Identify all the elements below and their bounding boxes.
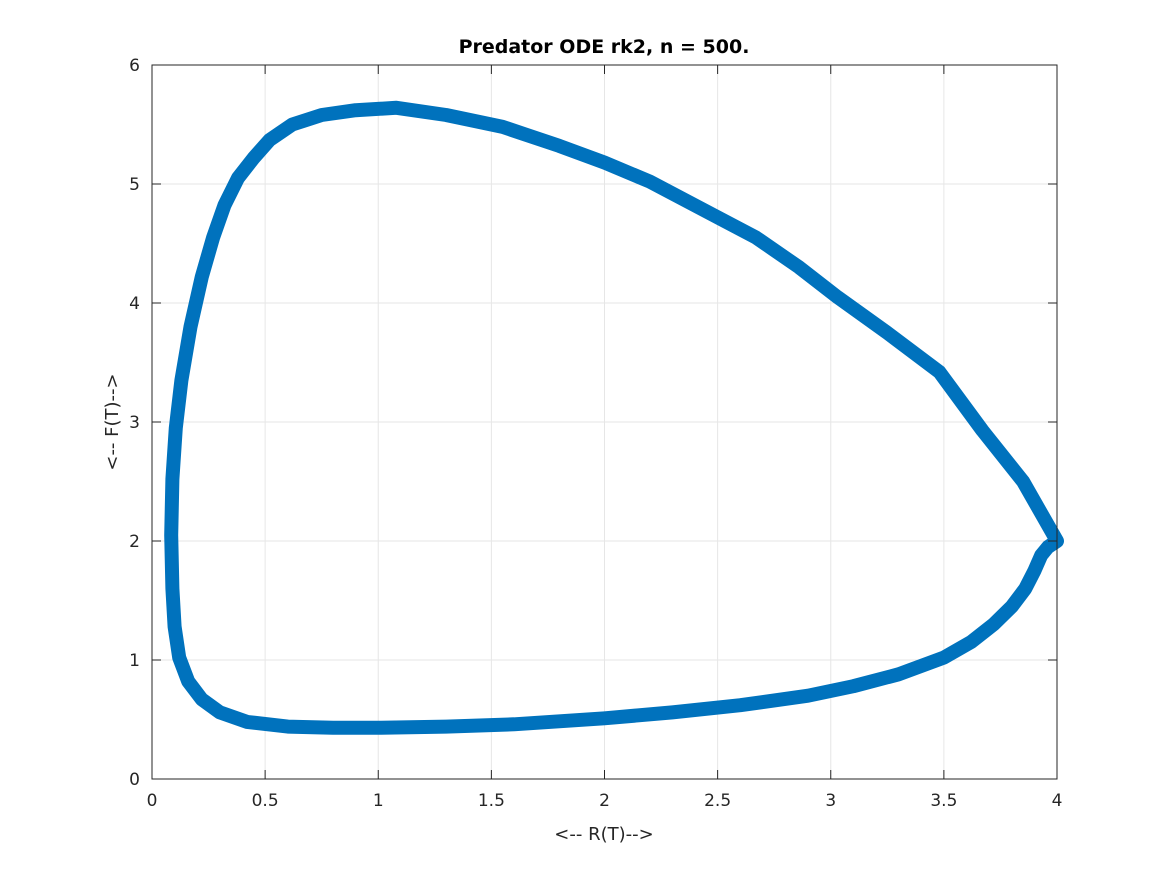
x-tick-label: 1 [373, 791, 384, 811]
y-axis-label: <-- F(T)--> [102, 373, 123, 470]
y-tick-label: 1 [129, 651, 140, 671]
y-tick-label: 2 [129, 532, 140, 552]
x-tick-label: 1.5 [478, 791, 505, 811]
x-tick-label: 2 [599, 791, 610, 811]
x-tick-label: 4 [1052, 791, 1063, 811]
y-tick-label: 3 [129, 413, 140, 433]
x-tick-label: 2.5 [704, 791, 731, 811]
series-group [164, 100, 1064, 735]
plot-area: 0 0.5 1 1.5 2 2.5 3 3.5 4 0 1 2 3 4 5 6 [129, 56, 1064, 811]
y-tick-label: 4 [129, 294, 140, 314]
x-tick-label: 3.5 [930, 791, 957, 811]
y-tick-label: 6 [129, 56, 140, 76]
series-line [164, 100, 1064, 735]
x-axis-label: <-- R(T)--> [554, 824, 653, 845]
chart-title: Predator ODE rk2, n = 500. [459, 36, 750, 58]
ticks: 0 0.5 1 1.5 2 2.5 3 3.5 4 0 1 2 3 4 5 6 [129, 56, 1062, 811]
x-tick-label: 0.5 [252, 791, 279, 811]
x-tick-label: 3 [825, 791, 836, 811]
y-tick-label: 0 [129, 770, 140, 790]
y-tick-label: 5 [129, 175, 140, 195]
x-tick-label: 0 [147, 791, 158, 811]
